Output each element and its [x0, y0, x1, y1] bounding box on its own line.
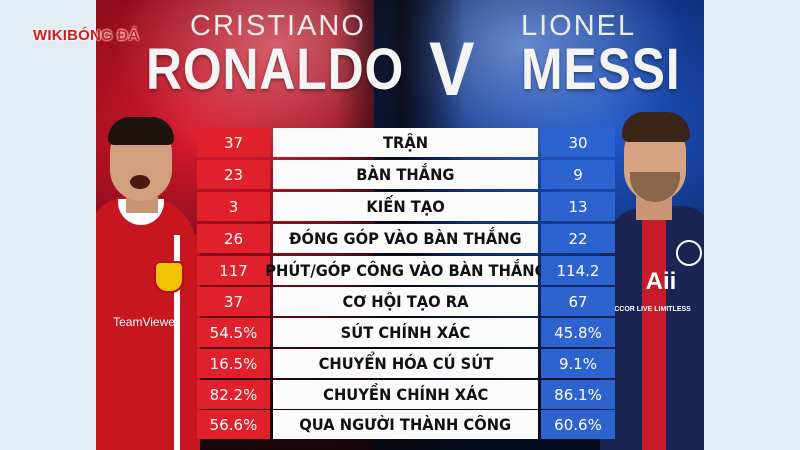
site-logo: WIKIBÓNG ĐÁ: [33, 27, 140, 44]
messi-shirt-brand: Aii: [645, 268, 677, 295]
ronaldo-stat-value: 16.5%: [197, 349, 270, 378]
messi-stat-value: 9: [541, 160, 615, 189]
stat-label: CƠ HỘI TẠO RA: [342, 292, 469, 311]
stat-label-cell: QUA NGƯỜI THÀNH CÔNG: [273, 410, 538, 439]
messi-last-name: MESSI: [521, 37, 681, 102]
stat-label-cell: CƠ HỘI TẠO RA: [273, 287, 538, 316]
messi-photo: Aii ACCOR LIVE LIMITLESS: [596, 110, 704, 450]
stat-label: SÚT CHÍNH XÁC: [340, 323, 471, 342]
ronaldo-club-badge-icon: [154, 261, 184, 293]
stat-label-cell: SÚT CHÍNH XÁC: [273, 318, 538, 347]
stat-label: CHUYỀN CHÍNH XÁC: [322, 385, 489, 404]
stat-label: QUA NGƯỜI THÀNH CÔNG: [299, 415, 512, 434]
stat-label: PHÚT/GÓP CÔNG VÀO BÀN THẮNG: [264, 261, 547, 280]
messi-stat-value: 22: [541, 224, 615, 253]
stat-label-cell: BÀN THẮNG: [273, 160, 538, 189]
stat-row: 37 TRẬN 30: [197, 128, 615, 157]
versus-label: V: [429, 27, 475, 112]
stat-row: 16.5% CHUYỂN HÓA CÚ SÚT 9.1%: [197, 349, 615, 378]
messi-stat-value: 13: [541, 192, 615, 221]
stat-label-cell: KIẾN TẠO: [273, 192, 538, 221]
stat-row: 23 BÀN THẮNG 9: [197, 160, 615, 189]
stat-label: KIẾN TẠO: [366, 197, 445, 216]
ronaldo-last-name: RONALDO: [146, 37, 405, 102]
infographic-canvas: CRISTIANO RONALDO V LIONEL MESSI TeamVie…: [96, 0, 704, 450]
stat-row: 26 ĐÓNG GÓP VÀO BÀN THẮNG 22: [197, 224, 615, 253]
ronaldo-shirt-sponsor: TeamViewer: [113, 315, 179, 329]
ronaldo-stat-value: 37: [197, 287, 270, 316]
messi-stat-value: 67: [541, 287, 615, 316]
ronaldo-stat-value: 3: [197, 192, 270, 221]
stat-label-cell: CHUYỂN HÓA CÚ SÚT: [273, 349, 538, 378]
ronaldo-stat-value: 37: [197, 128, 270, 157]
messi-shirt-line: ACCOR LIVE LIMITLESS: [609, 306, 691, 313]
stat-label: TRẬN: [382, 133, 429, 152]
messi-stat-value: 30: [541, 128, 615, 157]
messi-club-badge-icon: [676, 240, 702, 266]
stat-label-cell: TRẬN: [273, 128, 538, 157]
ronaldo-stat-value: 54.5%: [197, 318, 270, 347]
ronaldo-stat-value: 117: [197, 256, 270, 285]
stat-label-cell: ĐÓNG GÓP VÀO BÀN THẮNG: [273, 224, 538, 253]
stat-row: 56.6% QUA NGƯỜI THÀNH CÔNG 60.6%: [197, 410, 615, 439]
ronaldo-stat-value: 82.2%: [197, 380, 270, 409]
ronaldo-stat-value: 56.6%: [197, 410, 270, 439]
stat-label: BÀN THẮNG: [356, 165, 455, 184]
stat-label-cell: PHÚT/GÓP CÔNG VÀO BÀN THẮNG: [265, 256, 546, 285]
ronaldo-stat-value: 23: [197, 160, 270, 189]
stat-label: ĐÓNG GÓP VÀO BÀN THẮNG: [289, 229, 522, 248]
messi-stat-value: 45.8%: [541, 318, 615, 347]
stat-row: 37 CƠ HỘI TẠO RA 67: [197, 287, 615, 316]
stats-table: 37 TRẬN 30 23 BÀN THẮNG 9 3 KIẾN TẠO 13 26 ĐÓNG GÓ…: [197, 0, 615, 450]
ronaldo-mouth: [130, 175, 150, 189]
messi-stat-value: 114.2: [541, 256, 615, 285]
ronaldo-hair: [108, 117, 174, 145]
stat-row: 117 PHÚT/GÓP CÔNG VÀO BÀN THẮNG 114.2: [197, 256, 615, 285]
stat-row: 82.2% CHUYỀN CHÍNH XÁC 86.1%: [197, 380, 615, 409]
messi-hair: [622, 112, 690, 142]
ronaldo-first-name: CRISTIANO: [190, 10, 366, 42]
messi-stat-value: 86.1%: [541, 380, 615, 409]
ronaldo-photo: TeamViewer: [96, 115, 206, 450]
ronaldo-stat-value: 26: [197, 224, 270, 253]
stat-label: CHUYỂN HÓA CÚ SÚT: [318, 354, 493, 373]
messi-stat-value: 9.1%: [541, 349, 615, 378]
stat-row: 54.5% SÚT CHÍNH XÁC 45.8%: [197, 318, 615, 347]
messi-stripe: [642, 210, 666, 450]
messi-stat-value: 60.6%: [541, 410, 615, 439]
messi-first-name: LIONEL: [521, 10, 637, 42]
stat-row: 3 KIẾN TẠO 13: [197, 192, 615, 221]
stat-label-cell: CHUYỀN CHÍNH XÁC: [273, 380, 538, 409]
